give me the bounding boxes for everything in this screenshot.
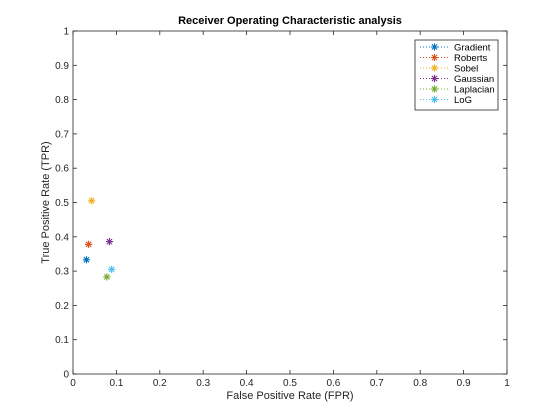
series-gradient [82, 256, 91, 264]
y-axis-label: True Positive Rate (TPR) [40, 141, 52, 263]
legend-marker [430, 95, 439, 104]
x-tick-label: 0 [70, 378, 76, 389]
legend-item-laplacian: Laplacian [420, 84, 495, 95]
x-tick-label: 1 [504, 378, 510, 389]
series-log [108, 265, 116, 273]
data-point-sobel [88, 197, 96, 205]
y-tick-label: 0.2 [55, 301, 69, 312]
y-tick-label: 0.9 [55, 61, 69, 72]
legend-item-roberts: Roberts [420, 53, 488, 64]
legend-item-log: LoG [420, 95, 472, 106]
series-sobel [88, 197, 96, 205]
x-tick-label: 0.5 [283, 378, 297, 389]
data-point-gradient [82, 256, 91, 264]
chart-title: Receiver Operating Characteristic analys… [178, 15, 402, 27]
x-tick-label: 0.4 [240, 378, 254, 389]
data-point-roberts [85, 240, 93, 248]
data-point-log [108, 265, 116, 273]
series-laplacian [103, 273, 111, 281]
y-tick-label: 0 [63, 370, 69, 381]
legend-marker [430, 53, 439, 62]
legend-marker [430, 74, 439, 83]
data-point-gaussian [105, 238, 114, 246]
legend-label: Gaussian [454, 74, 494, 85]
y-tick-label: 0.6 [55, 164, 69, 175]
legend-label: Laplacian [454, 84, 495, 95]
legend-item-gaussian: Gaussian [420, 74, 494, 85]
legend-marker [430, 64, 439, 72]
legend-marker [430, 85, 439, 93]
data-points [82, 197, 116, 281]
x-tick-label: 0.7 [370, 378, 384, 389]
legend-label: LoG [454, 95, 472, 106]
legend-item-gradient: Gradient [420, 42, 491, 53]
plot-frame [72, 30, 508, 375]
x-tick-label: 0.9 [457, 378, 471, 389]
legend-label: Gradient [454, 42, 491, 53]
y-tick-label: 1 [63, 27, 69, 38]
x-tick-label: 0.3 [196, 378, 210, 389]
y-tick-label: 0.5 [55, 198, 69, 209]
legend-marker [430, 43, 439, 51]
legend-item-sobel: Sobel [420, 63, 478, 74]
y-tick-label: 0.1 [55, 335, 69, 346]
series-roberts [85, 240, 93, 248]
x-tick-label: 0.1 [109, 378, 123, 389]
x-tick-label: 0.8 [413, 378, 427, 389]
legend-label: Sobel [454, 63, 478, 74]
y-tick-label: 0.7 [55, 129, 69, 140]
series-gaussian [105, 238, 114, 246]
legend-box [414, 39, 499, 111]
y-tick-label: 0.3 [55, 267, 69, 278]
axis-ticks: 0 0.1 0.2 0.3 0.4 0.5 0.6 0.7 0.8 0.9 1 0 0.1 0.2 0.3 0… [55, 27, 510, 390]
y-tick-label: 0.4 [55, 232, 69, 243]
y-tick-label: 0.8 [55, 95, 69, 106]
x-tick-label: 0.6 [326, 378, 340, 389]
x-axis-label: False Positive Rate (FPR) [226, 390, 353, 402]
legend-label: Roberts [454, 53, 488, 64]
x-tick-label: 0.2 [153, 378, 167, 389]
data-point-laplacian [103, 273, 111, 281]
